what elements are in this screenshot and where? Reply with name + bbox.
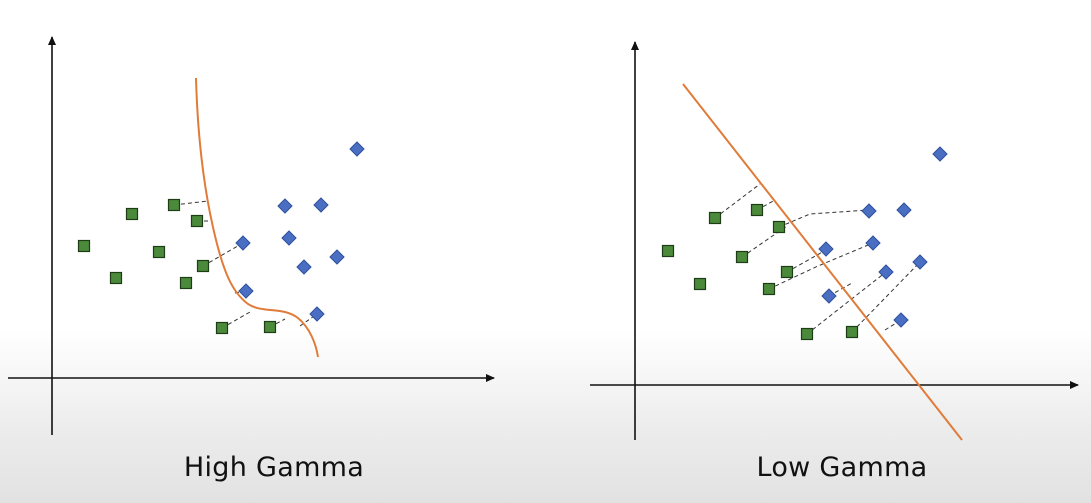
green-square-point <box>780 265 794 279</box>
blue-diamond-point <box>893 312 909 328</box>
blue-diamond-point <box>235 235 251 251</box>
blue-diamond-point <box>861 203 877 219</box>
dashed-connector <box>221 311 251 329</box>
green-square-point <box>263 320 277 334</box>
blue-diamond-point <box>818 241 834 257</box>
dashed-connector <box>806 271 887 335</box>
decision-boundary-line <box>682 83 963 441</box>
green-square-point <box>215 321 229 335</box>
decision-boundary-curve <box>195 77 319 358</box>
dashed-connector <box>828 282 853 297</box>
green-square-point <box>661 244 675 258</box>
blue-diamond-point <box>329 249 345 265</box>
blue-diamond-point <box>281 230 297 246</box>
blue-diamond-point <box>821 288 837 304</box>
blue-diamond-point <box>932 146 948 162</box>
green-square-point <box>772 220 786 234</box>
high-gamma-panel <box>8 36 495 435</box>
blue-diamond-point <box>865 235 881 251</box>
blue-diamond-point <box>296 259 312 275</box>
dashed-connector <box>202 242 244 267</box>
green-square-point <box>167 198 181 212</box>
low-gamma-caption: Low Gamma <box>756 452 928 483</box>
green-square-point <box>693 277 707 291</box>
green-square-point <box>762 282 776 296</box>
green-square-point <box>708 211 722 225</box>
blue-diamond-point <box>309 306 325 322</box>
dashed-connector <box>173 200 209 206</box>
blue-diamond-point <box>238 283 254 299</box>
green-square-point <box>750 203 764 217</box>
green-square-point <box>845 325 859 339</box>
blue-diamond-point <box>896 202 912 218</box>
green-square-point <box>125 207 139 221</box>
green-square-point <box>77 239 91 253</box>
green-square-point <box>190 214 204 228</box>
blue-diamond-point <box>912 254 928 270</box>
dashed-connector <box>768 242 874 290</box>
green-square-point <box>152 245 166 259</box>
blue-diamond-point <box>349 141 365 157</box>
low-gamma-panel <box>590 41 1079 441</box>
high-gamma-caption: High Gamma <box>183 452 365 483</box>
blue-diamond-point <box>277 198 293 214</box>
green-square-point <box>800 327 814 341</box>
blue-diamond-point <box>313 197 329 213</box>
green-square-point <box>179 276 193 290</box>
green-square-point <box>196 259 210 273</box>
dashed-connector <box>778 209 869 228</box>
green-square-point <box>735 250 749 264</box>
blue-diamond-point <box>878 264 894 280</box>
green-square-point <box>109 271 123 285</box>
dashed-connector <box>786 249 827 273</box>
dashed-connector <box>714 183 761 219</box>
dashed-connector <box>851 261 921 333</box>
